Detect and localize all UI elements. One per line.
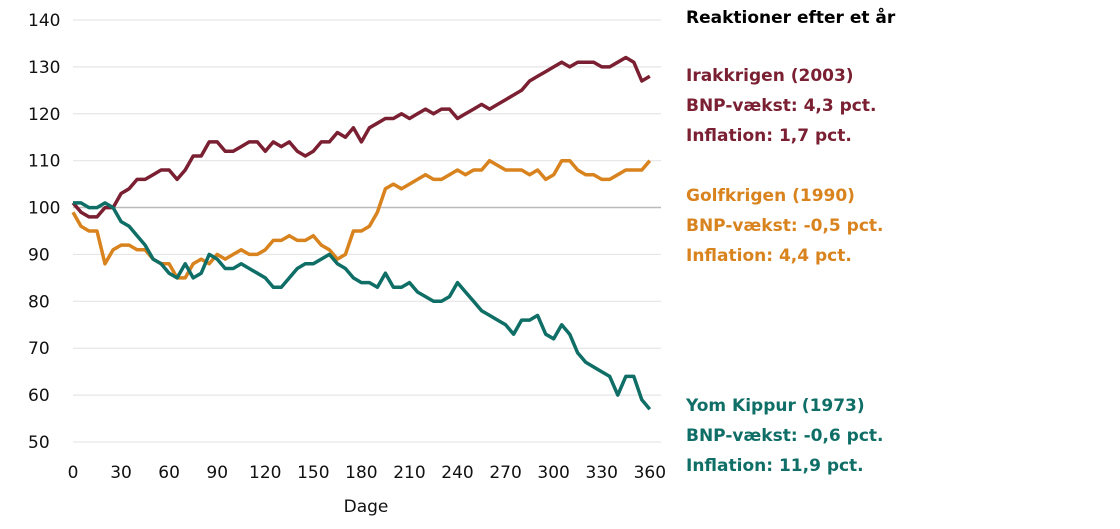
series-annotation: Inflation: 4,4 pct. (686, 246, 852, 266)
y-tick-label: 140 (28, 11, 60, 31)
y-tick-label: 80 (28, 292, 50, 312)
series-annotation: Yom Kippur (1973) (686, 396, 865, 416)
series-annotation: Inflation: 11,9 pct. (686, 456, 864, 476)
series-annotation: Irakkrigen (2003) (686, 66, 854, 86)
series-line-1 (71, 158, 652, 280)
x-tick-label: 90 (206, 463, 228, 483)
x-tick-label: 120 (249, 463, 281, 483)
x-axis-label: Dage (344, 497, 389, 517)
chart-title: Reaktioner efter et år (686, 8, 896, 28)
y-tick-label: 130 (28, 58, 60, 78)
x-tick-label: 60 (158, 463, 180, 483)
series-annotation: Inflation: 1,7 pct. (686, 126, 852, 146)
series-line-0 (71, 55, 651, 219)
series-annotation: BNP-vækst: 4,3 pct. (686, 96, 877, 116)
y-tick-label: 50 (28, 433, 50, 453)
x-tick-label: 210 (393, 463, 425, 483)
series-line-2 (73, 201, 652, 411)
x-tick-label: 30 (110, 463, 132, 483)
series-annotation: BNP-vækst: -0,6 pct. (686, 426, 884, 446)
x-tick-label: 360 (634, 463, 666, 483)
y-tick-label: 120 (28, 105, 60, 125)
y-tick-label: 60 (28, 386, 50, 406)
y-tick-label: 110 (28, 152, 60, 172)
x-tick-label: 180 (345, 463, 377, 483)
x-tick-label: 0 (68, 463, 79, 483)
x-tick-label: 330 (586, 463, 618, 483)
series-annotation: Golfkrigen (1990) (686, 186, 855, 206)
x-tick-label: 270 (489, 463, 521, 483)
x-tick-label: 240 (441, 463, 473, 483)
y-tick-label: 90 (28, 245, 50, 265)
y-tick-label: 70 (28, 339, 50, 359)
y-tick-label: 100 (28, 199, 60, 219)
series-annotation: BNP-vækst: -0,5 pct. (686, 216, 884, 236)
x-tick-label: 150 (297, 463, 329, 483)
x-tick-label: 300 (537, 463, 569, 483)
